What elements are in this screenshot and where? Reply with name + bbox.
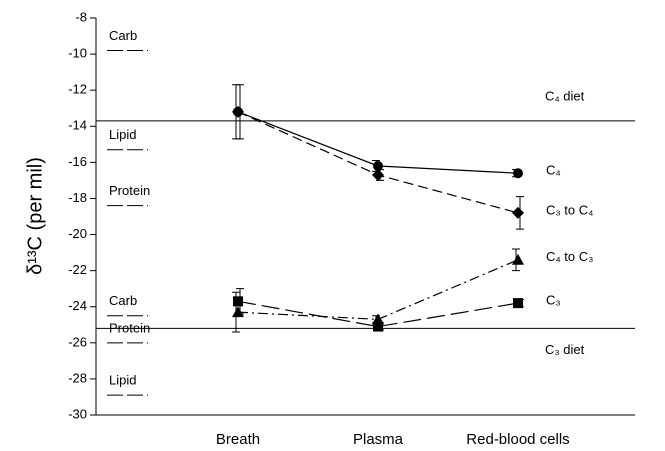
reference-label: C₃ diet (545, 342, 585, 357)
y-tick-label: -28 (68, 370, 87, 385)
x-tick-label: Plasma (353, 431, 404, 448)
marker (513, 168, 523, 179)
marker (513, 298, 523, 309)
legend-label: C₄ to C₃ (546, 249, 593, 264)
y-tick-label: -16 (68, 154, 87, 169)
y-tick-label: -22 (68, 262, 87, 277)
y-tick-label: -18 (68, 190, 87, 205)
side-marker-label: Lipid (109, 373, 136, 388)
y-axis-label: δ¹³C (per mil) (24, 157, 46, 275)
marker (232, 306, 244, 318)
legend-label: C₃ to C₄ (546, 202, 593, 217)
side-marker-label: Protein (109, 183, 150, 198)
marker (512, 253, 524, 265)
legend-label: C₄ (546, 163, 561, 178)
y-tick-label: -10 (68, 46, 87, 61)
side-marker-label: Lipid (109, 127, 136, 142)
y-tick-label: -14 (68, 118, 87, 133)
legend-label: C₃ (546, 293, 561, 308)
reference-label: C₄ diet (545, 88, 585, 103)
y-tick-label: -30 (68, 406, 87, 421)
y-tick-label: -24 (68, 298, 87, 313)
y-tick-label: -20 (68, 226, 87, 241)
side-marker-label: Protein (109, 320, 150, 335)
marker (233, 296, 243, 307)
marker (372, 168, 384, 181)
side-marker-label: Carb (109, 28, 137, 43)
y-tick-label: -8 (75, 9, 87, 24)
marker (232, 105, 244, 118)
x-tick-label: Breath (216, 431, 260, 448)
y-tick-label: -26 (68, 334, 87, 349)
marker (373, 321, 383, 332)
y-tick-label: -12 (68, 82, 87, 97)
marker (373, 160, 383, 171)
side-marker-label: Carb (109, 293, 137, 308)
marker (512, 206, 524, 219)
x-tick-label: Red-blood cells (466, 431, 569, 448)
